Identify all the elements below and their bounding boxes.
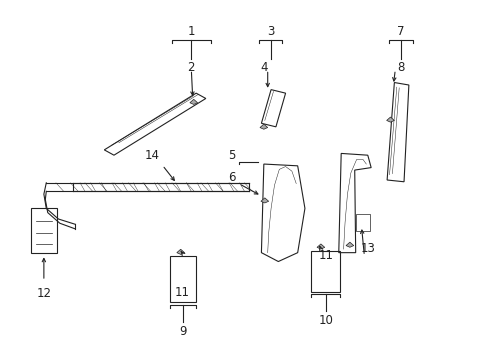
Text: 4: 4 xyxy=(260,61,267,74)
Text: 3: 3 xyxy=(266,25,274,38)
Polygon shape xyxy=(261,198,268,203)
Text: 12: 12 xyxy=(36,287,51,300)
Text: 5: 5 xyxy=(228,149,235,162)
Text: 1: 1 xyxy=(187,25,195,38)
Text: 7: 7 xyxy=(396,25,404,38)
Polygon shape xyxy=(346,242,353,247)
Text: 8: 8 xyxy=(396,61,404,74)
Text: 10: 10 xyxy=(318,314,332,327)
Text: 11: 11 xyxy=(175,286,190,299)
Text: 14: 14 xyxy=(144,149,159,162)
Text: 2: 2 xyxy=(187,61,195,74)
Polygon shape xyxy=(316,244,324,249)
Text: 13: 13 xyxy=(360,242,374,255)
Text: 6: 6 xyxy=(228,171,235,184)
Text: 11: 11 xyxy=(318,249,332,262)
Polygon shape xyxy=(189,99,197,104)
Text: 9: 9 xyxy=(179,325,186,338)
Polygon shape xyxy=(386,117,393,122)
Polygon shape xyxy=(177,249,184,255)
Polygon shape xyxy=(260,124,267,129)
